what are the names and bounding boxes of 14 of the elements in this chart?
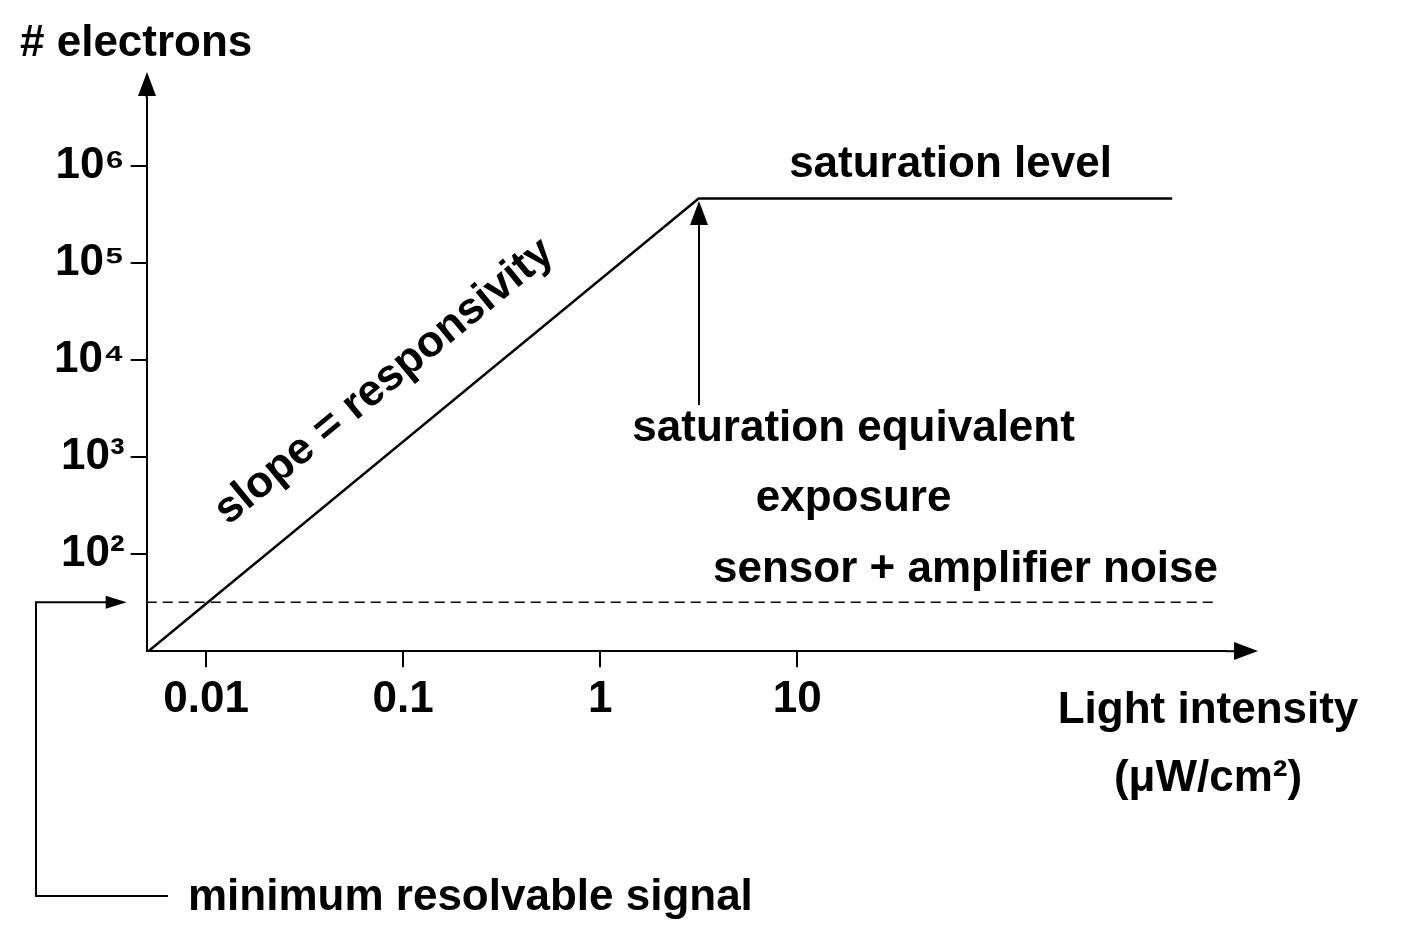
- x-tick-label: 0.01: [163, 671, 249, 721]
- x-tick-label: 10: [772, 671, 822, 721]
- annotation: saturation level: [789, 136, 1112, 186]
- y-tick-label: 10⁶: [55, 137, 125, 187]
- y-tick-label: 10³: [61, 429, 125, 479]
- ref-line-label: sensor + amplifier noise: [713, 542, 1218, 592]
- x-tick-label: 0.1: [372, 671, 434, 721]
- text: minimum resolvable signal: [188, 870, 753, 920]
- y-tick-label: 10⁴: [53, 332, 125, 382]
- y-tick-label: 10²: [61, 526, 125, 576]
- y-tick-label: 10⁵: [55, 235, 125, 285]
- x-axis-title: Light intensity (μW/cm²): [1057, 683, 1359, 801]
- x-tick-label: 1: [587, 671, 613, 721]
- y-axis-title: # electrons: [20, 16, 253, 65]
